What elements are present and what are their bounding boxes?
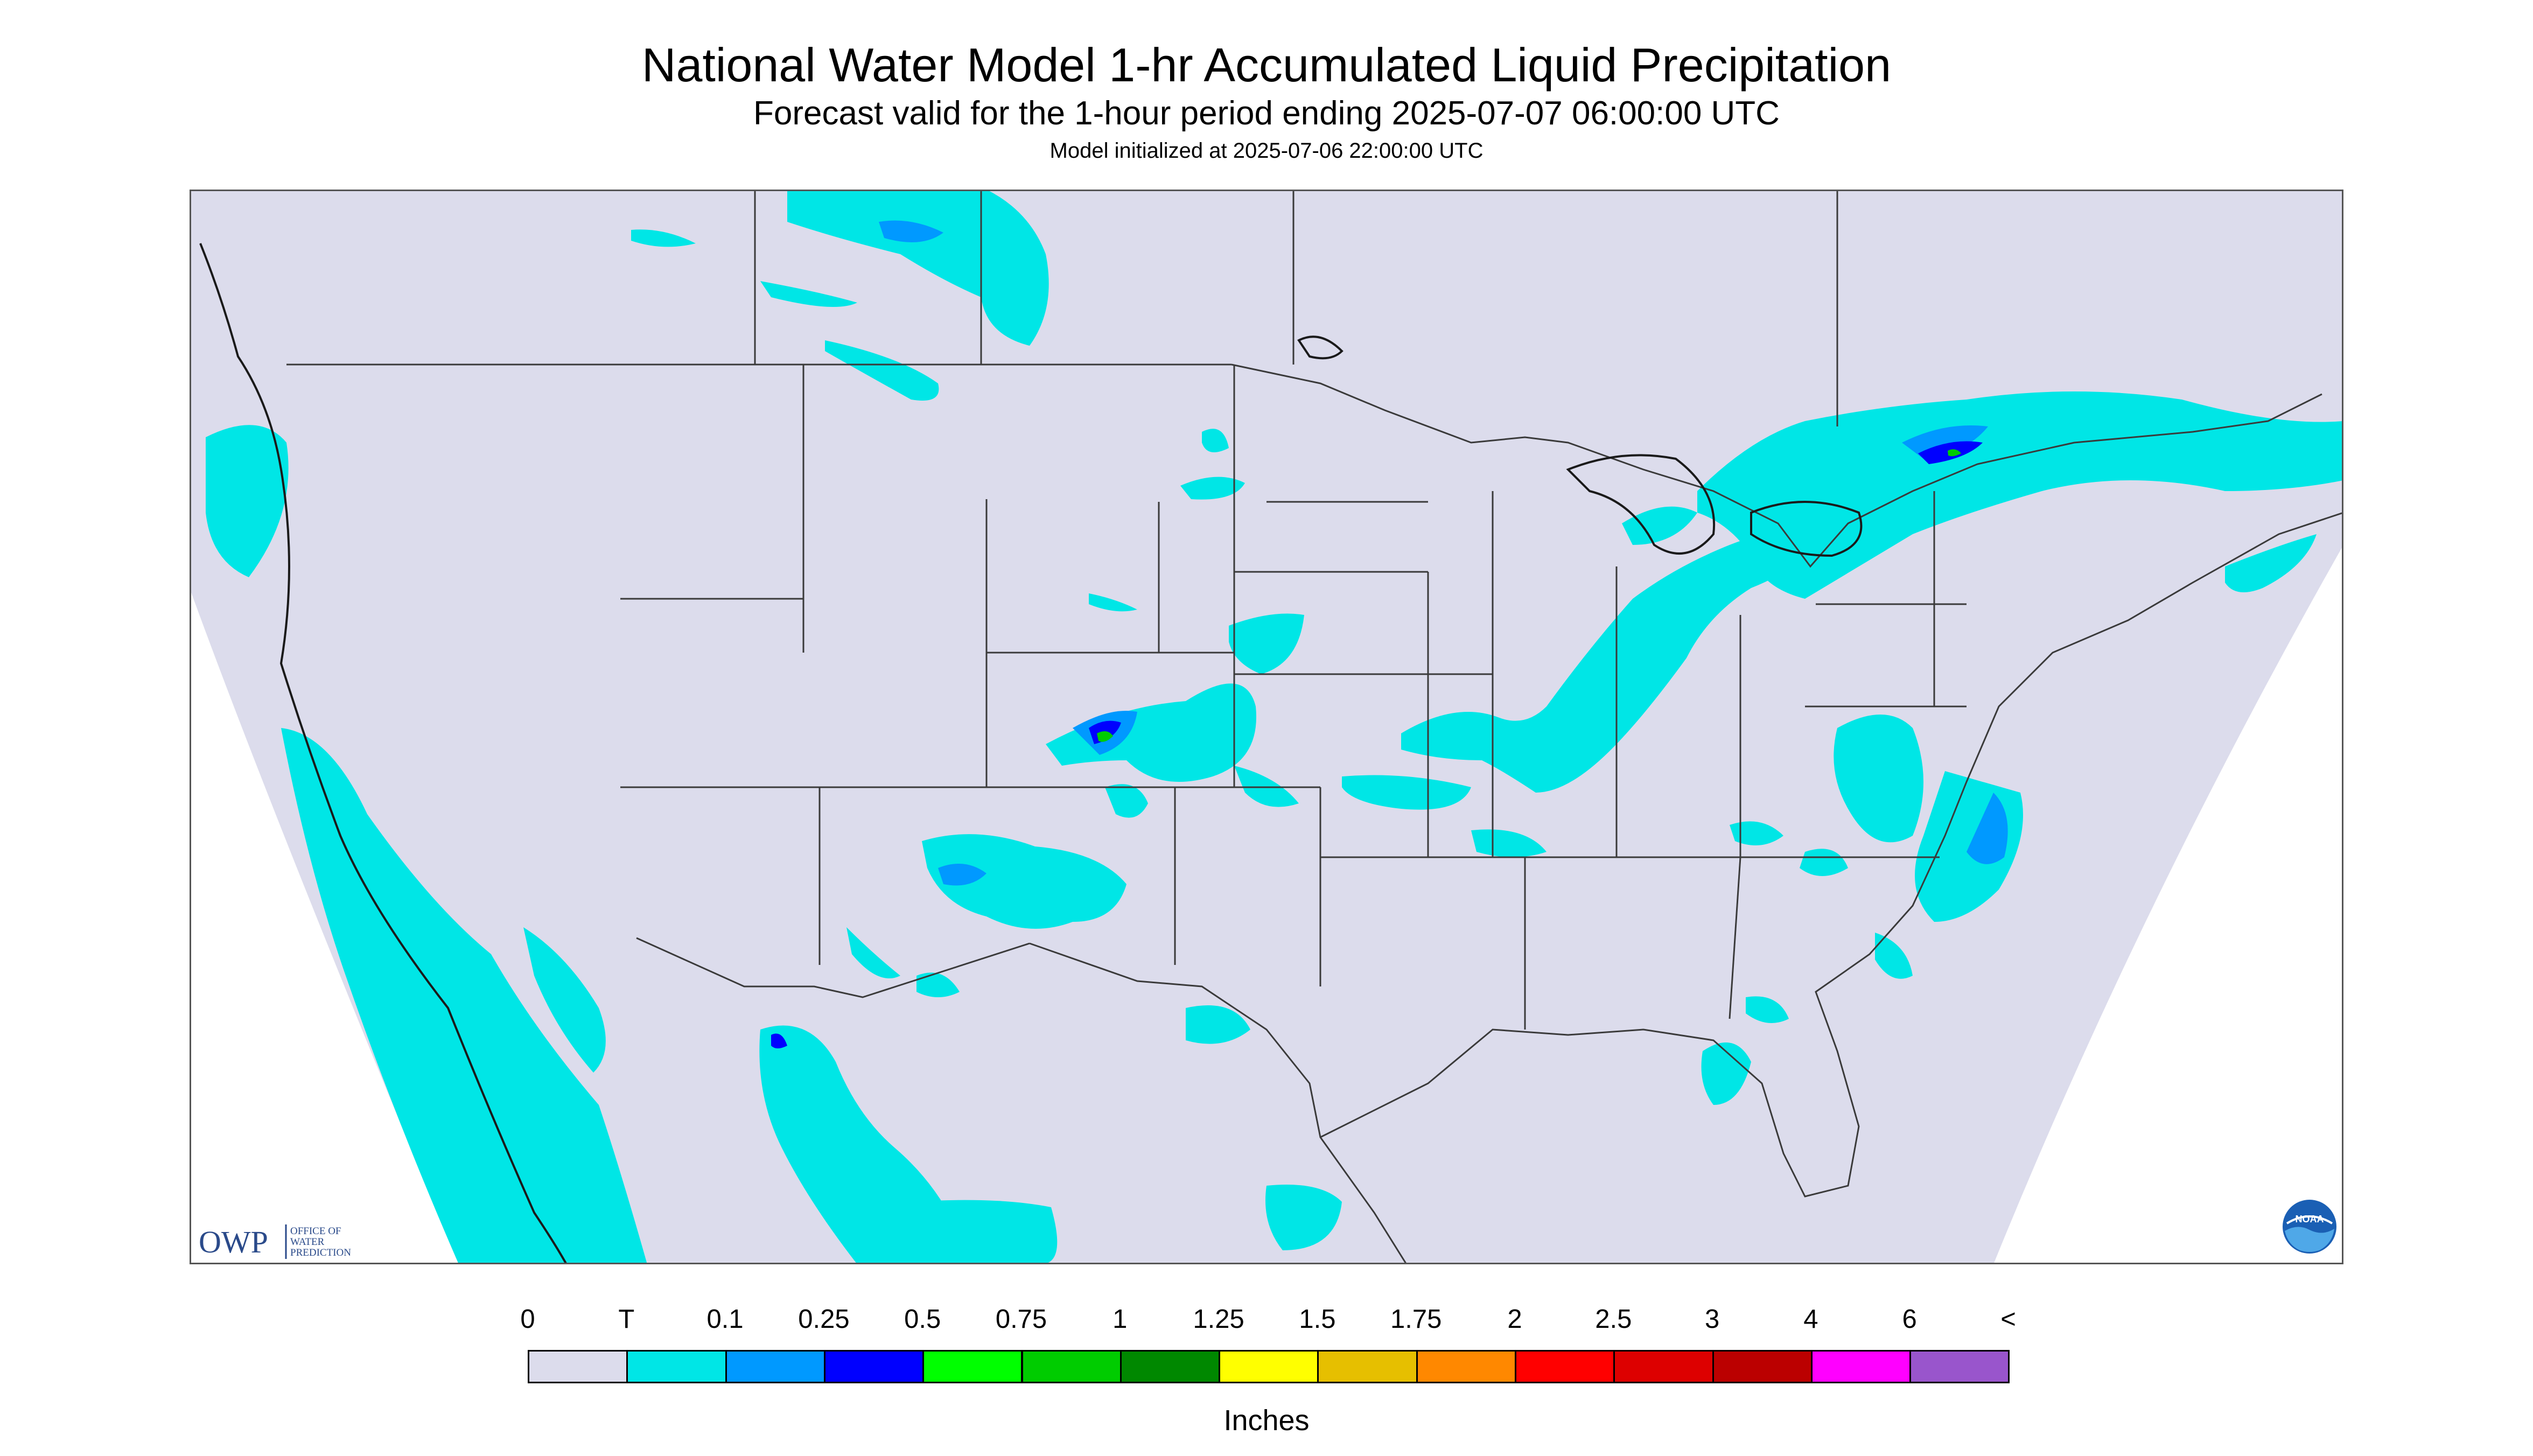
political-boundaries bbox=[286, 190, 2343, 1264]
legend-label: < bbox=[2000, 1305, 2016, 1334]
map-subtitle: Forecast valid for the 1-hour period end… bbox=[753, 95, 1780, 132]
legend-swatch bbox=[1416, 1350, 1516, 1383]
legend-label: 0.75 bbox=[995, 1305, 1047, 1334]
legend-swatch bbox=[1119, 1350, 1221, 1383]
legend-label: 6 bbox=[1902, 1305, 1917, 1334]
noaa-logo-mark: NOAA bbox=[2296, 1214, 2324, 1224]
owp-logo-line-3: PREDICTION bbox=[290, 1247, 351, 1258]
legend-label: 0 bbox=[520, 1305, 535, 1334]
map-title: National Water Model 1-hr Accumulated Li… bbox=[641, 38, 1892, 92]
legend-units: Inches bbox=[1223, 1404, 1310, 1437]
legend-label: 2 bbox=[1507, 1305, 1522, 1334]
legend-label: 4 bbox=[1803, 1305, 1818, 1334]
legend-label: 1.75 bbox=[1390, 1305, 1442, 1334]
legend-label: 0.5 bbox=[904, 1305, 941, 1334]
legend-swatch bbox=[1317, 1350, 1418, 1383]
coastlines bbox=[199, 243, 1863, 1264]
precipitation-map bbox=[190, 190, 2343, 1264]
owp-logo: OWP OFFICE OF WATER PREDICTION bbox=[199, 1221, 376, 1262]
legend-swatch bbox=[1909, 1350, 2010, 1383]
model-init-line: Model initialized at 2025-07-06 22:00:00… bbox=[1049, 139, 1484, 163]
legend-label: 1.25 bbox=[1193, 1305, 1244, 1334]
legend-swatch bbox=[528, 1350, 628, 1383]
legend-label: T bbox=[618, 1305, 635, 1334]
noaa-logo: NOAA bbox=[2282, 1199, 2338, 1255]
map-frame bbox=[190, 190, 2343, 1264]
legend-swatch bbox=[823, 1350, 925, 1383]
legend-label: 0.25 bbox=[798, 1305, 850, 1334]
legend-swatch bbox=[1219, 1350, 1319, 1383]
legend-label: 1 bbox=[1112, 1305, 1128, 1334]
legend-swatch bbox=[725, 1350, 825, 1383]
owp-logo-line-2: WATER bbox=[290, 1236, 325, 1248]
precip-trace-areas bbox=[206, 190, 2343, 1264]
legend-label: 1.5 bbox=[1299, 1305, 1336, 1334]
legend-swatch bbox=[1810, 1350, 1912, 1383]
legend-label: 0.1 bbox=[706, 1305, 744, 1334]
precip-heavy-areas bbox=[1097, 449, 1961, 742]
legend-label: 2.5 bbox=[1595, 1305, 1632, 1334]
owp-logo-mark: OWP bbox=[199, 1224, 268, 1259]
legend-swatch bbox=[1021, 1350, 1122, 1383]
legend-swatch bbox=[1712, 1350, 1813, 1383]
legend-label: 3 bbox=[1704, 1305, 1720, 1334]
legend-swatch bbox=[922, 1350, 1023, 1383]
legend-swatch bbox=[626, 1350, 727, 1383]
owp-logo-line-1: OFFICE OF bbox=[290, 1226, 341, 1237]
legend-swatch bbox=[1613, 1350, 1714, 1383]
legend-swatch bbox=[1515, 1350, 1615, 1383]
